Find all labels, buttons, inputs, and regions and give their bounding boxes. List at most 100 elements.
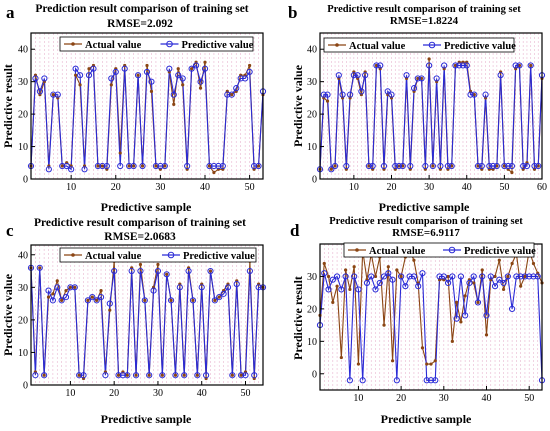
point-predictive [466,279,473,287]
point-predictive [489,162,497,170]
point-predictive [368,273,375,280]
point-predictive [63,162,70,170]
point-predictive [246,68,253,76]
panel-letter: a [6,3,15,22]
point-actual [127,164,131,168]
x-tick-label: 20 [111,182,121,193]
y-tick-label: 0 [312,369,317,380]
point-actual [248,63,252,68]
point-predictive [398,273,405,280]
point-actual [339,355,343,360]
point-actual [373,274,378,279]
point-actual [484,333,489,337]
point-predictive [530,273,537,280]
x-tick-label: 30 [439,393,449,404]
x-tick-label: 50 [245,182,255,193]
point-predictive [410,85,418,92]
legend-label: Predictive value [183,251,255,262]
chart-title: Prediction result comparison of training… [35,3,248,15]
point-predictive [126,162,133,170]
chart-title: Predictive result comparison of training… [34,217,246,229]
y-tick-label: 10 [18,142,28,153]
point-actual [455,300,459,304]
point-actual [412,258,416,262]
panel-letter: b [288,3,297,22]
point-predictive [362,72,369,79]
point-predictive [175,72,182,79]
point-predictive [377,62,384,69]
x-axis-label: Predictive sample [381,412,472,426]
chart-subtitle: RMSE=2.0683 [104,231,176,243]
x-tick-label: 20 [386,182,396,193]
point-actual [149,89,154,93]
legend-label: Actual value [85,40,142,51]
point-predictive [194,372,201,379]
point-predictive [157,162,164,170]
point-predictive [513,273,520,280]
point-predictive [201,65,209,72]
point-actual [191,298,195,302]
point-predictive [459,62,467,69]
point-actual [344,268,348,272]
point-predictive [467,91,474,98]
point-predictive [181,372,188,379]
point-actual [395,268,399,272]
point-predictive [320,91,327,98]
point-predictive [211,297,218,304]
point-predictive [198,284,205,291]
x-tick-label: 40 [482,393,492,404]
point-predictive [108,75,115,82]
point-predictive [49,297,56,304]
point-actual [463,294,467,298]
point-predictive [393,377,400,384]
point-predictive [321,270,328,277]
point-predictive [161,162,168,170]
point-actual [348,287,352,292]
point-predictive [192,62,200,69]
legend: Actual value Predictive value [343,242,536,258]
point-actual [60,298,64,302]
chart-panel-a: a Prediction result comparison of trainin… [1,3,267,214]
point-actual [78,83,82,87]
point-predictive [410,273,418,280]
point-actual [352,265,356,269]
point-predictive [403,72,410,79]
point-predictive [531,162,538,170]
point-predictive [328,166,335,173]
legend-label: Predictive value [182,40,254,51]
point-predictive [148,78,155,85]
legend-swatch-marker [355,248,359,252]
point-predictive [85,72,93,79]
point-predictive [346,377,353,384]
point-predictive [520,162,527,170]
point-predictive [166,65,173,72]
legend-box [59,247,257,263]
point-actual [333,164,337,168]
point-predictive [452,62,459,69]
point-predictive [45,166,52,173]
legend-swatch-marker [335,43,339,47]
x-tick-label: 10 [66,182,76,193]
point-actual [77,373,81,377]
point-predictive [335,72,342,79]
point-actual [116,373,121,377]
point-predictive [117,162,124,170]
point-predictive [215,162,222,170]
point-predictive [474,299,482,306]
point-predictive [482,91,489,98]
point-predictive [80,372,87,379]
point-predictive [67,284,74,291]
point-predictive [358,88,365,95]
point-actual [74,73,78,77]
point-actual [156,262,160,267]
chart-title: Predictive result comparison of training… [329,216,523,227]
point-predictive [207,267,214,275]
point-actual [108,308,112,312]
point-predictive [441,62,448,69]
point-predictive [456,62,463,69]
point-predictive [534,273,541,280]
point-predictive [54,284,61,291]
point-predictive [250,162,258,170]
x-axis-label: Predictive sample [101,200,192,214]
point-actual [213,298,217,302]
